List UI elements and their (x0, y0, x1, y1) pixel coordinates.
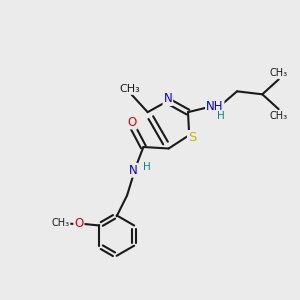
Text: S: S (188, 131, 196, 144)
Text: O: O (74, 218, 84, 230)
Text: N: N (129, 164, 137, 177)
Text: CH₃: CH₃ (270, 111, 288, 121)
Text: O: O (128, 116, 137, 128)
Text: N: N (164, 92, 172, 105)
Text: NH: NH (206, 100, 224, 113)
Text: CH₃: CH₃ (270, 68, 288, 78)
Text: H: H (218, 111, 225, 121)
Text: H: H (143, 162, 151, 172)
Text: CH₃: CH₃ (119, 84, 140, 94)
Text: CH₃: CH₃ (51, 218, 70, 228)
